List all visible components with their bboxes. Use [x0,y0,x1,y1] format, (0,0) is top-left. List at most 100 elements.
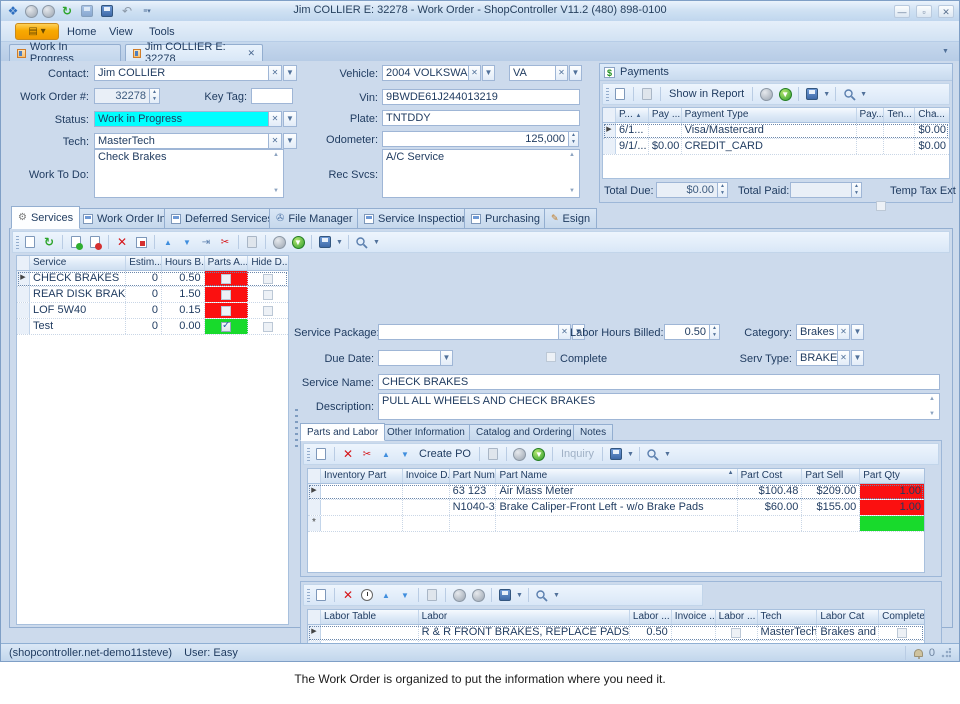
cell-hide-detail[interactable] [248,271,288,286]
state-clear-icon[interactable]: ✕ [555,65,568,81]
col-invoice[interactable]: Invoice ... [672,610,716,624]
tab-notes[interactable]: Notes [573,424,614,441]
col-service[interactable]: Service [30,256,127,270]
col-parts-available[interactable]: Parts A... [205,256,249,270]
doc-tab-work-in-progress[interactable]: Work In Progress [9,41,121,65]
expand-icon[interactable]: ▼ [290,234,306,251]
part-row[interactable]: N1040-3... Brake Caliper-Front Left - w/… [308,500,924,516]
payment-row[interactable]: 9/1/... $0.00 CREDIT_CARD $0.00 [603,139,949,155]
cell-complete[interactable] [879,625,924,640]
toolbar-grip[interactable] [16,235,19,249]
cell-parts-available[interactable] [204,271,249,286]
expand-icon[interactable]: ▼ [531,446,547,463]
service-package-dropdown-icon[interactable]: ▼ [572,324,585,340]
col-labor[interactable]: Labor [419,610,630,624]
labor-row[interactable]: ▶ R & R FRONT BRAKES, REPLACE PADS AND R… [308,625,924,641]
vehicle-state-field[interactable]: VA [509,65,556,81]
tab-catalog-and-ordering[interactable]: Catalog and Ordering [469,424,579,441]
col-inventory-part[interactable]: Inventory Part [321,469,403,483]
due-date-field[interactable] [378,350,441,366]
tab-deferred-services[interactable]: Deferred Services [164,208,281,229]
col-labor-table[interactable]: Labor Table [321,610,419,624]
contact-dropdown-icon[interactable]: ▼ [283,65,297,81]
service-row[interactable]: Test 0 0.00 [17,319,288,335]
serv-type-dropdown-icon[interactable]: ▼ [851,350,864,366]
toolbar-grip[interactable] [606,87,609,101]
new-service-icon[interactable] [22,234,38,251]
move-down-icon[interactable]: ▼ [401,449,409,459]
plate-field[interactable]: TNTDDY [382,110,580,126]
move-up-icon[interactable]: ▲ [164,237,172,247]
col-payment-date[interactable]: P... ▲ [616,108,649,122]
ribbon-tab-view[interactable]: View [109,26,133,38]
print-preview-icon[interactable] [354,234,370,251]
status-clear-icon[interactable]: ✕ [268,111,282,127]
move-up-icon[interactable]: ▲ [382,590,390,600]
export-dropdown-icon[interactable]: ▼ [336,238,343,246]
new-part-icon[interactable] [313,446,329,463]
doc-tab-work-order[interactable]: Jim COLLIER E: 32278 ✕ [125,41,263,65]
cell-parts-available[interactable] [204,287,249,302]
tab-list-dropdown-icon[interactable]: ▼ [942,48,949,55]
new-labor-icon[interactable] [313,587,329,604]
service-package-field[interactable] [378,324,559,340]
cell-labor-flag[interactable] [716,625,758,640]
cell-parts-available[interactable] [204,303,249,318]
delete-service-icon[interactable]: ✕ [116,235,128,249]
toolbar-grip[interactable] [307,447,310,461]
category-dropdown-icon[interactable]: ▼ [851,324,864,340]
scroll-up-icon[interactable]: ▲ [929,396,935,402]
col-labor-flag[interactable]: Labor ... [716,610,758,624]
service-row[interactable]: LOF 5W40 0 0.15 [17,303,288,319]
part-row[interactable]: ▶ 63 123 Air Mass Meter $100.48 $209.00 … [308,484,924,500]
cell-hide-detail[interactable] [248,319,288,334]
schedule-icon[interactable] [133,234,149,251]
print-dropdown-icon[interactable]: ▼ [860,90,868,98]
serv-type-clear-icon[interactable]: ✕ [837,350,850,366]
add-service-icon[interactable] [68,234,84,251]
labor-timer-icon[interactable] [359,587,375,604]
move-down-icon[interactable]: ▼ [777,86,793,103]
qat-customize-icon[interactable]: ≡▾ [143,8,151,15]
service-row[interactable]: ▶ CHECK BRAKES 0 0.50 [17,271,288,287]
serv-type-field[interactable]: BRAKES [796,350,838,366]
remove-service-icon[interactable] [87,234,103,251]
alerts-bell-icon[interactable] [913,648,923,659]
vin-field[interactable]: 9BWDE61J244013219 [382,89,580,105]
show-in-report-button[interactable]: Show in Report [669,88,745,100]
col-payment-type[interactable]: Payment Type [682,108,857,122]
total-paid-spinner[interactable]: ▲ ▼ [851,182,862,198]
col-labor-cat[interactable]: Labor Cat [817,610,880,624]
rec-svcs-field[interactable]: A/C Service [382,149,580,198]
ribbon-tab-tools[interactable]: Tools [149,26,175,38]
move-down-icon[interactable]: ▼ [183,237,191,247]
move-up-icon[interactable]: ▲ [382,449,390,459]
tab-services[interactable]: ⚙ Services [11,206,81,229]
tab-service-inspection[interactable]: Service Inspection [357,208,475,229]
minimize-button[interactable]: — [894,5,910,18]
odometer-field[interactable]: 125,000 [382,131,569,147]
col-tender[interactable]: Ten... [884,108,916,122]
tab-other-information[interactable]: Other Information [380,424,472,441]
col-payment[interactable]: Pay ... [649,108,682,122]
tech-dropdown-icon[interactable]: ▼ [283,133,297,149]
cell-parts-available[interactable] [204,319,249,334]
status-dropdown-icon[interactable]: ▼ [283,111,297,127]
contact-clear-icon[interactable]: ✕ [268,65,282,81]
cell-hide-detail[interactable] [248,303,288,318]
tab-parts-and-labor[interactable]: Parts and Labor [300,423,386,441]
undo-icon[interactable]: ↶ [121,4,133,18]
resize-grip[interactable] [941,647,951,658]
export-icon[interactable] [497,587,513,604]
scroll-down-icon[interactable]: ▼ [273,188,279,194]
scroll-down-icon[interactable]: ▼ [929,411,935,417]
close-button[interactable]: ✕ [938,5,954,18]
print-preview-icon[interactable] [645,446,661,463]
tab-purchasing[interactable]: Purchasing [464,208,548,229]
labor-hours-billed-field[interactable]: 0.50 [664,324,710,340]
forward-icon[interactable] [42,4,55,18]
labor-hours-spinner[interactable]: ▲ ▼ [709,324,720,340]
vehicle-clear-icon[interactable]: ✕ [468,65,481,81]
export-dropdown-icon[interactable]: ▼ [516,591,523,599]
key-tag-field[interactable] [251,88,293,104]
